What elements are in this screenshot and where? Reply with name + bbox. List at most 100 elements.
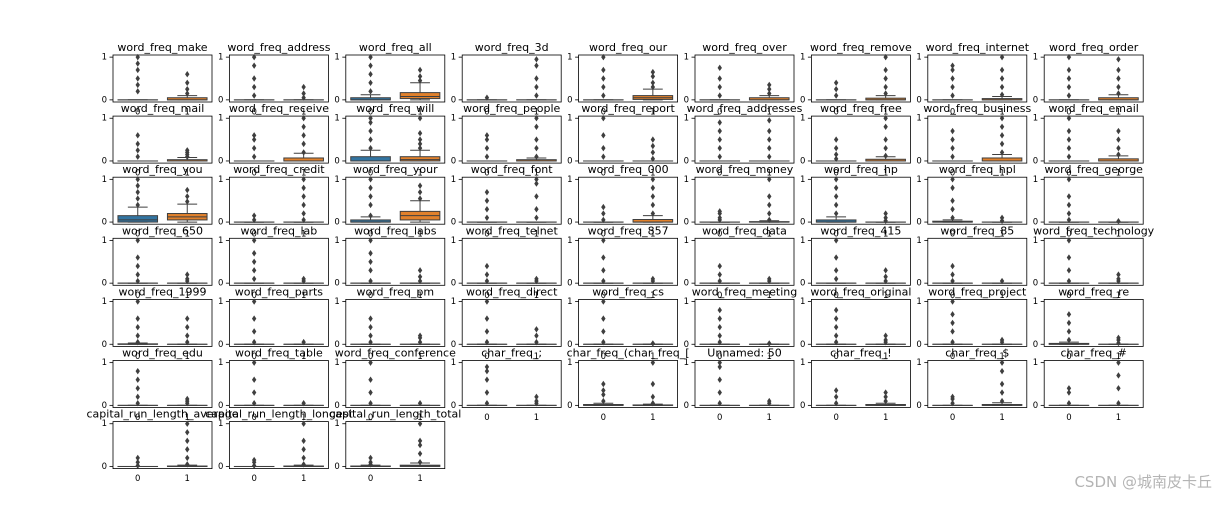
flier <box>185 79 190 86</box>
flier <box>883 273 888 280</box>
axes-frame <box>228 115 329 164</box>
axes-frame <box>345 298 446 347</box>
x-tick-label: 1 <box>1116 413 1121 423</box>
subplot-title: char_freq_(char_freq_[ <box>567 347 690 360</box>
x-tick-label: 1 <box>650 169 655 179</box>
x-tick-label: 0 <box>135 413 140 423</box>
flier <box>484 389 490 396</box>
x-tick-label: 0 <box>135 230 140 240</box>
y-tick-label: 0 <box>684 156 689 166</box>
flier <box>417 420 423 427</box>
flier <box>135 385 140 392</box>
x-tick-label: 1 <box>883 108 888 118</box>
y-tick-label: 0 <box>567 218 572 228</box>
flier <box>767 201 772 209</box>
subplot-title: word_freq_hpl <box>939 163 1016 176</box>
flier <box>833 92 839 99</box>
subplot-title: capital_run_length_longest <box>205 408 353 421</box>
flier <box>1116 83 1121 91</box>
x-tick-label: 0 <box>368 230 373 240</box>
axes-frame <box>578 237 678 286</box>
flier <box>1066 136 1072 143</box>
flier <box>833 151 839 158</box>
flier <box>251 75 257 82</box>
x-tick-label: 1 <box>301 169 306 179</box>
x-tick-label: 1 <box>417 413 422 423</box>
y-tick-label: 1 <box>567 236 572 246</box>
flier <box>1066 216 1072 224</box>
flier <box>950 136 955 143</box>
subplot-title: capital_run_length_total <box>329 408 461 421</box>
y-tick-label: 1 <box>684 358 689 368</box>
flier <box>601 315 606 322</box>
x-tick-label: 1 <box>417 291 422 301</box>
flier <box>767 193 772 200</box>
flier <box>999 336 1005 344</box>
subplot-title: word_freq_85 <box>940 224 1014 237</box>
axes-frame <box>228 360 329 408</box>
flier <box>950 338 955 346</box>
flier <box>833 193 839 200</box>
subplot-title: word_freq_technology <box>1033 224 1155 237</box>
flier <box>601 338 606 346</box>
flier <box>999 389 1005 396</box>
x-tick-label: 0 <box>251 474 256 484</box>
y-tick-label: 0 <box>800 218 805 228</box>
flier <box>484 367 490 375</box>
flier <box>833 79 839 86</box>
axes-frame <box>694 360 795 408</box>
flier <box>650 136 656 143</box>
x-tick-label: 0 <box>484 108 489 118</box>
y-tick-label: 0 <box>102 156 107 166</box>
flier <box>185 90 190 97</box>
flier <box>301 338 306 346</box>
flier <box>1066 201 1072 209</box>
x-tick-label: 1 <box>417 474 422 484</box>
x-tick-label: 0 <box>717 291 722 301</box>
x-tick-label: 1 <box>1116 291 1121 301</box>
flier <box>883 75 888 82</box>
box <box>399 92 441 100</box>
flier <box>368 458 373 466</box>
flier <box>1066 328 1072 335</box>
flier <box>833 267 839 274</box>
flier <box>1066 336 1072 344</box>
x-tick-label: 1 <box>185 291 190 301</box>
flier <box>650 380 656 388</box>
x-tick-label: 0 <box>484 352 489 362</box>
x-tick-label: 1 <box>883 352 888 362</box>
y-tick-label: 1 <box>800 114 805 124</box>
subplot-title: word_freq_money <box>696 163 794 176</box>
flier <box>185 437 190 445</box>
flier <box>251 62 257 69</box>
flier <box>601 267 606 274</box>
x-tick-label: 0 <box>717 230 722 240</box>
flier <box>767 216 772 224</box>
flier <box>717 332 722 339</box>
x-tick-label: 0 <box>1066 352 1071 362</box>
subplot-title: word_freq_address <box>227 41 330 54</box>
flier <box>833 338 839 346</box>
flier <box>301 140 306 148</box>
y-tick-label: 1 <box>451 358 456 368</box>
y-tick-label: 1 <box>334 419 339 429</box>
flier <box>767 275 772 283</box>
flier <box>534 144 539 152</box>
x-tick-label: 0 <box>601 169 606 179</box>
x-tick-label: 1 <box>185 413 190 423</box>
flier <box>417 66 423 74</box>
flier <box>650 79 656 86</box>
flier <box>301 149 306 156</box>
flier <box>135 66 140 74</box>
flier <box>1066 385 1072 392</box>
flier <box>534 326 539 333</box>
flier <box>1066 75 1072 82</box>
flier <box>833 85 839 93</box>
flier <box>1066 237 1072 244</box>
flier <box>534 56 539 63</box>
